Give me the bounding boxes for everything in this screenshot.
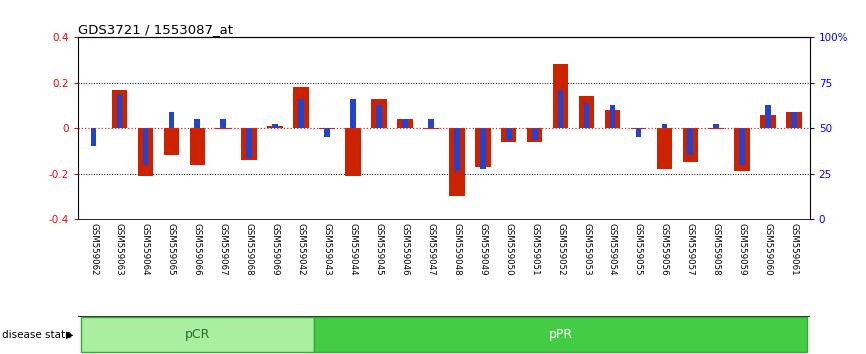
Text: GSM559047: GSM559047 — [426, 223, 436, 276]
Text: GDS3721 / 1553087_at: GDS3721 / 1553087_at — [78, 23, 233, 36]
Bar — [195, 119, 200, 128]
Text: GSM559063: GSM559063 — [115, 223, 124, 276]
Text: GSM559060: GSM559060 — [764, 223, 772, 276]
Bar — [740, 128, 745, 165]
Bar — [324, 128, 330, 137]
Bar — [397, 119, 413, 128]
Bar — [143, 128, 148, 165]
Text: ▶: ▶ — [66, 330, 74, 340]
Bar — [169, 112, 174, 128]
Text: GSM559055: GSM559055 — [634, 223, 643, 276]
Text: GSM559051: GSM559051 — [530, 223, 540, 276]
Bar — [714, 124, 719, 128]
Bar — [553, 64, 568, 128]
Bar — [475, 128, 490, 167]
Bar — [428, 119, 434, 128]
Bar — [320, 128, 335, 129]
Text: GSM559058: GSM559058 — [712, 223, 721, 276]
Bar — [792, 112, 797, 128]
Bar — [246, 128, 252, 158]
Bar — [138, 128, 153, 176]
Bar — [480, 128, 486, 169]
Bar — [402, 119, 408, 128]
Text: GSM559054: GSM559054 — [608, 223, 617, 276]
Bar — [501, 128, 516, 142]
Bar — [584, 103, 590, 128]
Bar — [532, 128, 538, 139]
Text: GSM559065: GSM559065 — [167, 223, 176, 276]
Text: GSM559043: GSM559043 — [322, 223, 332, 276]
Bar — [688, 128, 693, 155]
Bar — [298, 99, 304, 128]
Bar — [268, 126, 283, 128]
Bar — [376, 105, 382, 128]
Text: pPR: pPR — [548, 328, 572, 341]
Bar — [423, 128, 439, 129]
Bar — [216, 128, 231, 129]
Bar — [112, 90, 127, 128]
Text: GSM559062: GSM559062 — [89, 223, 98, 276]
Text: GSM559044: GSM559044 — [348, 223, 358, 276]
Text: GSM559059: GSM559059 — [738, 223, 746, 276]
Text: GSM559056: GSM559056 — [660, 223, 669, 276]
Bar — [558, 90, 564, 128]
Bar — [190, 128, 205, 165]
Bar — [682, 128, 698, 162]
Bar — [760, 115, 776, 128]
Bar — [272, 124, 278, 128]
Text: GSM559049: GSM559049 — [478, 223, 488, 276]
Bar — [527, 128, 542, 142]
Text: GSM559069: GSM559069 — [271, 223, 280, 276]
Bar — [372, 99, 387, 128]
Bar — [350, 99, 356, 128]
Text: GSM559048: GSM559048 — [452, 223, 462, 276]
Bar — [708, 128, 724, 129]
Bar — [786, 112, 802, 128]
Text: GSM559064: GSM559064 — [141, 223, 150, 276]
Text: GSM559050: GSM559050 — [504, 223, 514, 276]
Bar — [294, 87, 309, 128]
Text: GSM559066: GSM559066 — [193, 223, 202, 276]
Bar — [81, 317, 314, 352]
Text: GSM559068: GSM559068 — [245, 223, 254, 276]
Bar — [164, 128, 179, 155]
Bar — [636, 128, 642, 137]
Text: GSM559042: GSM559042 — [296, 223, 306, 276]
Text: GSM559053: GSM559053 — [582, 223, 591, 276]
Text: GSM559052: GSM559052 — [556, 223, 565, 276]
Bar — [766, 105, 771, 128]
Bar — [630, 128, 646, 129]
Bar — [662, 124, 667, 128]
Bar — [221, 119, 226, 128]
Bar — [449, 128, 464, 196]
Bar — [604, 110, 620, 128]
Bar — [656, 128, 672, 169]
Text: GSM559061: GSM559061 — [790, 223, 798, 276]
Bar — [242, 128, 257, 160]
Bar — [578, 96, 594, 128]
Bar — [91, 128, 96, 147]
Bar — [506, 128, 512, 139]
Text: pCR: pCR — [184, 328, 210, 341]
Bar — [346, 128, 361, 176]
Text: GSM559067: GSM559067 — [219, 223, 228, 276]
Bar — [610, 105, 616, 128]
Bar — [314, 317, 807, 352]
Bar — [454, 128, 460, 171]
Text: disease state: disease state — [2, 330, 71, 340]
Text: GSM559046: GSM559046 — [400, 223, 410, 276]
Text: GSM559057: GSM559057 — [686, 223, 695, 276]
Bar — [734, 128, 750, 171]
Bar — [117, 94, 122, 128]
Text: GSM559045: GSM559045 — [374, 223, 384, 276]
